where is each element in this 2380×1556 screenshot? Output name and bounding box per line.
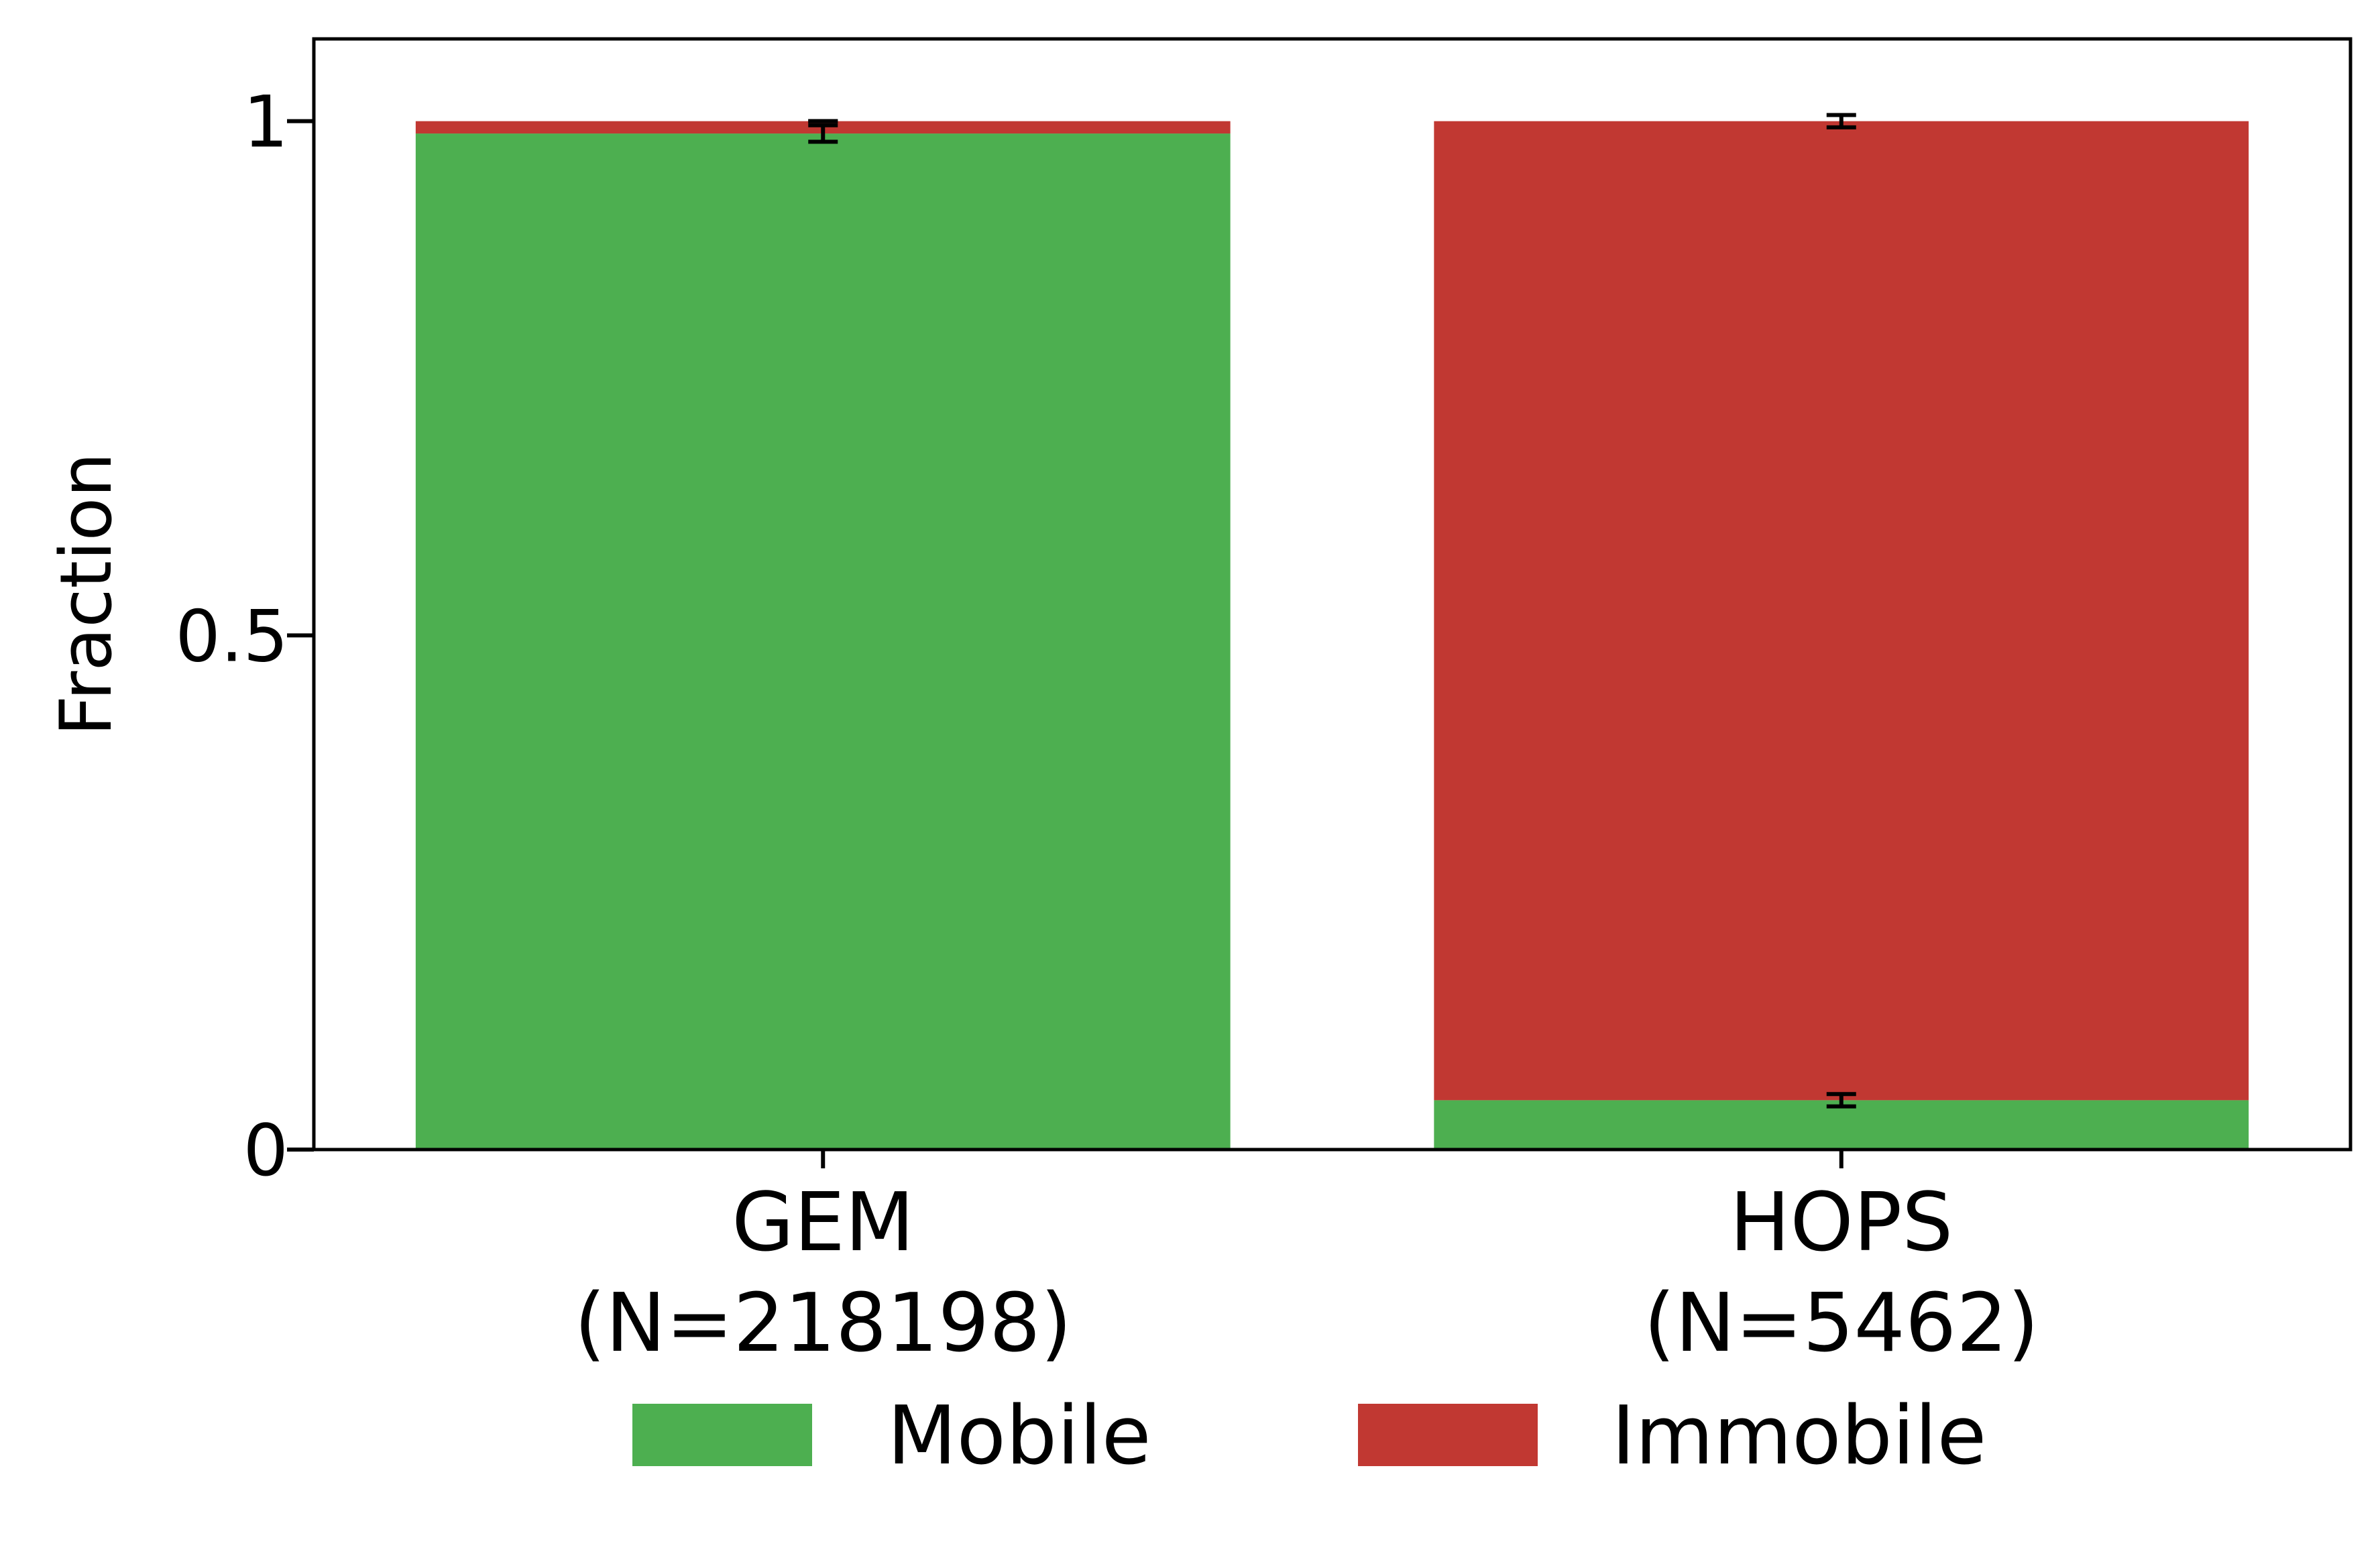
plot-frame [312, 37, 2353, 1152]
bar-mobile-hops [1434, 1100, 2249, 1150]
y-axis-label: Fraction [45, 452, 127, 736]
error-bar-mobile-gem [808, 123, 838, 144]
x-tick-count-gem: (N=218198) [574, 1277, 1072, 1370]
x-tick-count-hops: (N=5462) [1644, 1277, 2039, 1370]
x-tick-label-hops: HOPS [1730, 1176, 1953, 1270]
y-tick-label: 1 [243, 81, 288, 164]
x-axis: GEM(N=218198) HOPS(N=5462) [574, 1150, 2039, 1370]
legend-swatch-immobile [1358, 1404, 1538, 1466]
y-axis: 00.51 [175, 81, 314, 1192]
error-bar-mobile-hops [1826, 1092, 1856, 1109]
legend-swatch-mobile [632, 1404, 812, 1466]
bar-immobile-hops [1434, 121, 2249, 1101]
legend: Mobile Immobile [632, 1390, 1986, 1483]
bars-layer [415, 121, 2249, 1150]
legend-label-immobile: Immobile [1611, 1390, 1986, 1483]
y-tick-label: 0 [243, 1109, 288, 1192]
error-bars-layer [808, 113, 1856, 1109]
y-tick-label: 0.5 [175, 595, 288, 677]
bar-mobile-gem [415, 133, 1231, 1150]
legend-label-mobile: Mobile [887, 1390, 1151, 1483]
error-bar-immobile-hops [1826, 113, 1856, 129]
x-tick-label-gem: GEM [732, 1176, 914, 1270]
